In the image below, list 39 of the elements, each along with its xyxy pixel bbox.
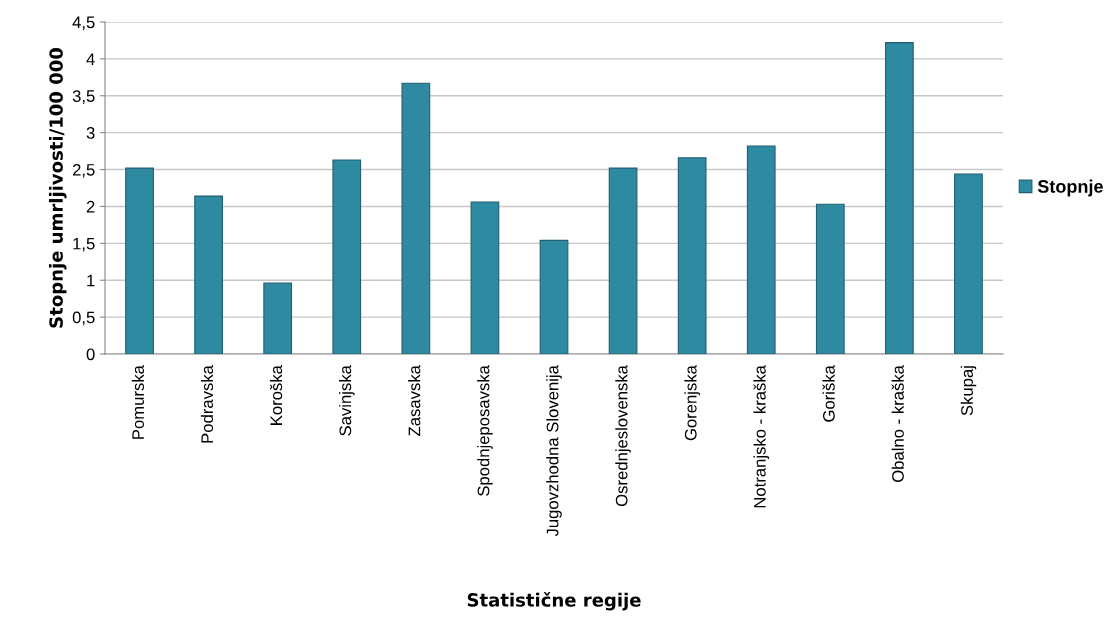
bar <box>885 42 914 354</box>
bar <box>401 82 431 354</box>
x-tick-label: Spodnjeposavska <box>477 365 493 496</box>
bar <box>194 195 223 354</box>
x-tick-label: Osrednjeslovenska <box>615 365 631 507</box>
bar <box>746 145 776 354</box>
legend-label: Stopnje <box>1037 179 1103 197</box>
x-tick-label: Gorenjska <box>684 365 700 441</box>
y-tick-label: 3,5 <box>72 90 95 104</box>
y-tick-label: 2 <box>86 200 95 213</box>
bar <box>332 159 362 354</box>
y-tick-label: 1 <box>87 274 95 287</box>
y-tick-label: 2,5 <box>72 163 95 178</box>
bar <box>608 167 638 354</box>
x-tick-label: Koroška <box>269 365 283 425</box>
y-tick-label: 0 <box>86 348 95 361</box>
y-tick-label: 4 <box>86 53 95 65</box>
y-tick-label: 1,5 <box>73 237 95 252</box>
x-tick-label: Zasavska <box>408 365 421 436</box>
y-tick-label: 4,5 <box>72 16 95 31</box>
bar <box>470 201 500 354</box>
bar <box>125 167 154 354</box>
x-tick-label: Savinjska <box>339 365 355 436</box>
y-tick-label: 3 <box>86 127 95 139</box>
bar <box>954 173 983 354</box>
bar <box>539 239 569 354</box>
x-tick-label: Obalno - kraška <box>891 365 904 482</box>
bar <box>677 157 707 354</box>
x-tick-label: Podravska <box>200 365 214 443</box>
x-tick-label: Pomurska <box>131 365 145 439</box>
bar <box>815 203 845 354</box>
x-axis-title: Statistične regije <box>467 592 641 611</box>
x-tick-label: Goriška <box>822 365 835 422</box>
x-tick-label: Jugovzhodna Slovenija <box>546 365 562 537</box>
y-axis-title: Stopnje umrljivosti/100 000 <box>48 48 67 328</box>
x-tick-label: Notranjsko - kraška <box>753 365 770 508</box>
x-tick-label: Skupaj <box>960 366 977 416</box>
bar <box>263 282 293 354</box>
y-tick-label: 0,5 <box>72 311 95 326</box>
